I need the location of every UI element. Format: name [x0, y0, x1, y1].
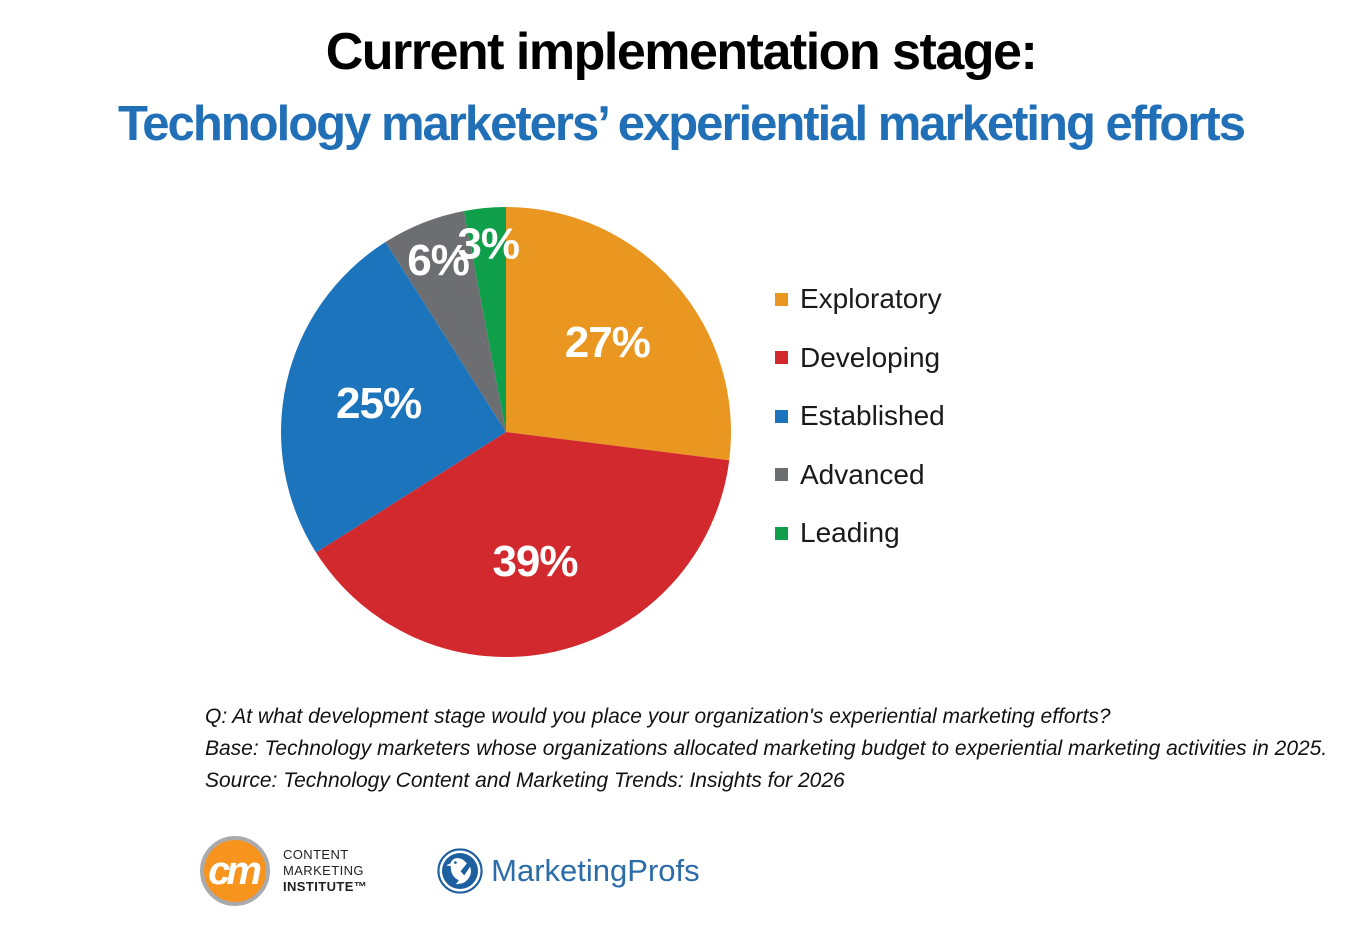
footnotes: Q: At what development stage would you p… — [205, 701, 1328, 797]
legend-item: Exploratory — [775, 285, 945, 313]
footnote-source: Source: Technology Content and Marketing… — [205, 769, 845, 792]
legend-swatch-established — [775, 409, 788, 423]
logo-row: cm CONTENT MARKETING INSTITUTE™ Marketin… — [200, 836, 700, 906]
pie-value-label: 39% — [492, 537, 577, 586]
pie-value-label: 25% — [336, 379, 421, 428]
legend-label: Advanced — [800, 458, 925, 490]
legend: Exploratory Developing Established Advan… — [775, 285, 945, 547]
legend-swatch-leading — [775, 526, 788, 540]
cmi-line3: INSTITUTE™ — [283, 879, 368, 894]
legend-label: Exploratory — [800, 283, 942, 314]
page-subtitle: Technology marketers’ experiential marke… — [118, 97, 1246, 151]
cmi-logo: cm CONTENT MARKETING INSTITUTE™ — [200, 836, 367, 906]
pie-chart: 27% 39% 25% 6%3% — [281, 207, 731, 657]
legend-swatch-developing — [775, 351, 788, 364]
legend-item: Established — [775, 402, 945, 430]
marketingprofs-wordmark: MarketingProfs — [491, 853, 700, 888]
page-title: Current implementation stage: — [325, 23, 1038, 81]
legend-swatch-advanced — [775, 468, 788, 481]
pie-slice-established — [281, 242, 506, 553]
legend-item: Advanced — [775, 458, 945, 490]
pie-value-label: 6% — [407, 236, 469, 285]
cmi-monogram: cm — [208, 849, 262, 893]
cmi-logo-text: CONTENT MARKETING INSTITUTE™ — [283, 847, 367, 895]
legend-item: Leading — [775, 519, 945, 547]
cmi-logo-icon: cm — [200, 836, 270, 906]
legend-label: Established — [800, 400, 945, 431]
legend-label: Leading — [800, 517, 900, 548]
pie-slice-advanced — [385, 210, 506, 432]
pie-value-label: 27% — [565, 318, 650, 367]
pie-slice-leading — [463, 207, 506, 432]
pie-value-label: 3% — [457, 219, 519, 268]
legend-item: Developing — [775, 341, 945, 373]
footnote-base: Base: Technology marketers whose organiz… — [205, 737, 1328, 760]
pie-slice-exploratory — [506, 207, 731, 461]
cmi-line1: CONTENT — [283, 847, 349, 862]
pie-slice-developing — [316, 432, 730, 657]
marketingprofs-logo: MarketingProfs — [437, 848, 700, 894]
footnote-question: Q: At what development stage would you p… — [205, 705, 1111, 728]
legend-swatch-exploratory — [775, 292, 788, 306]
legend-label: Developing — [800, 341, 941, 373]
cmi-line2: MARKETING — [283, 863, 364, 878]
bird-icon — [437, 848, 483, 894]
